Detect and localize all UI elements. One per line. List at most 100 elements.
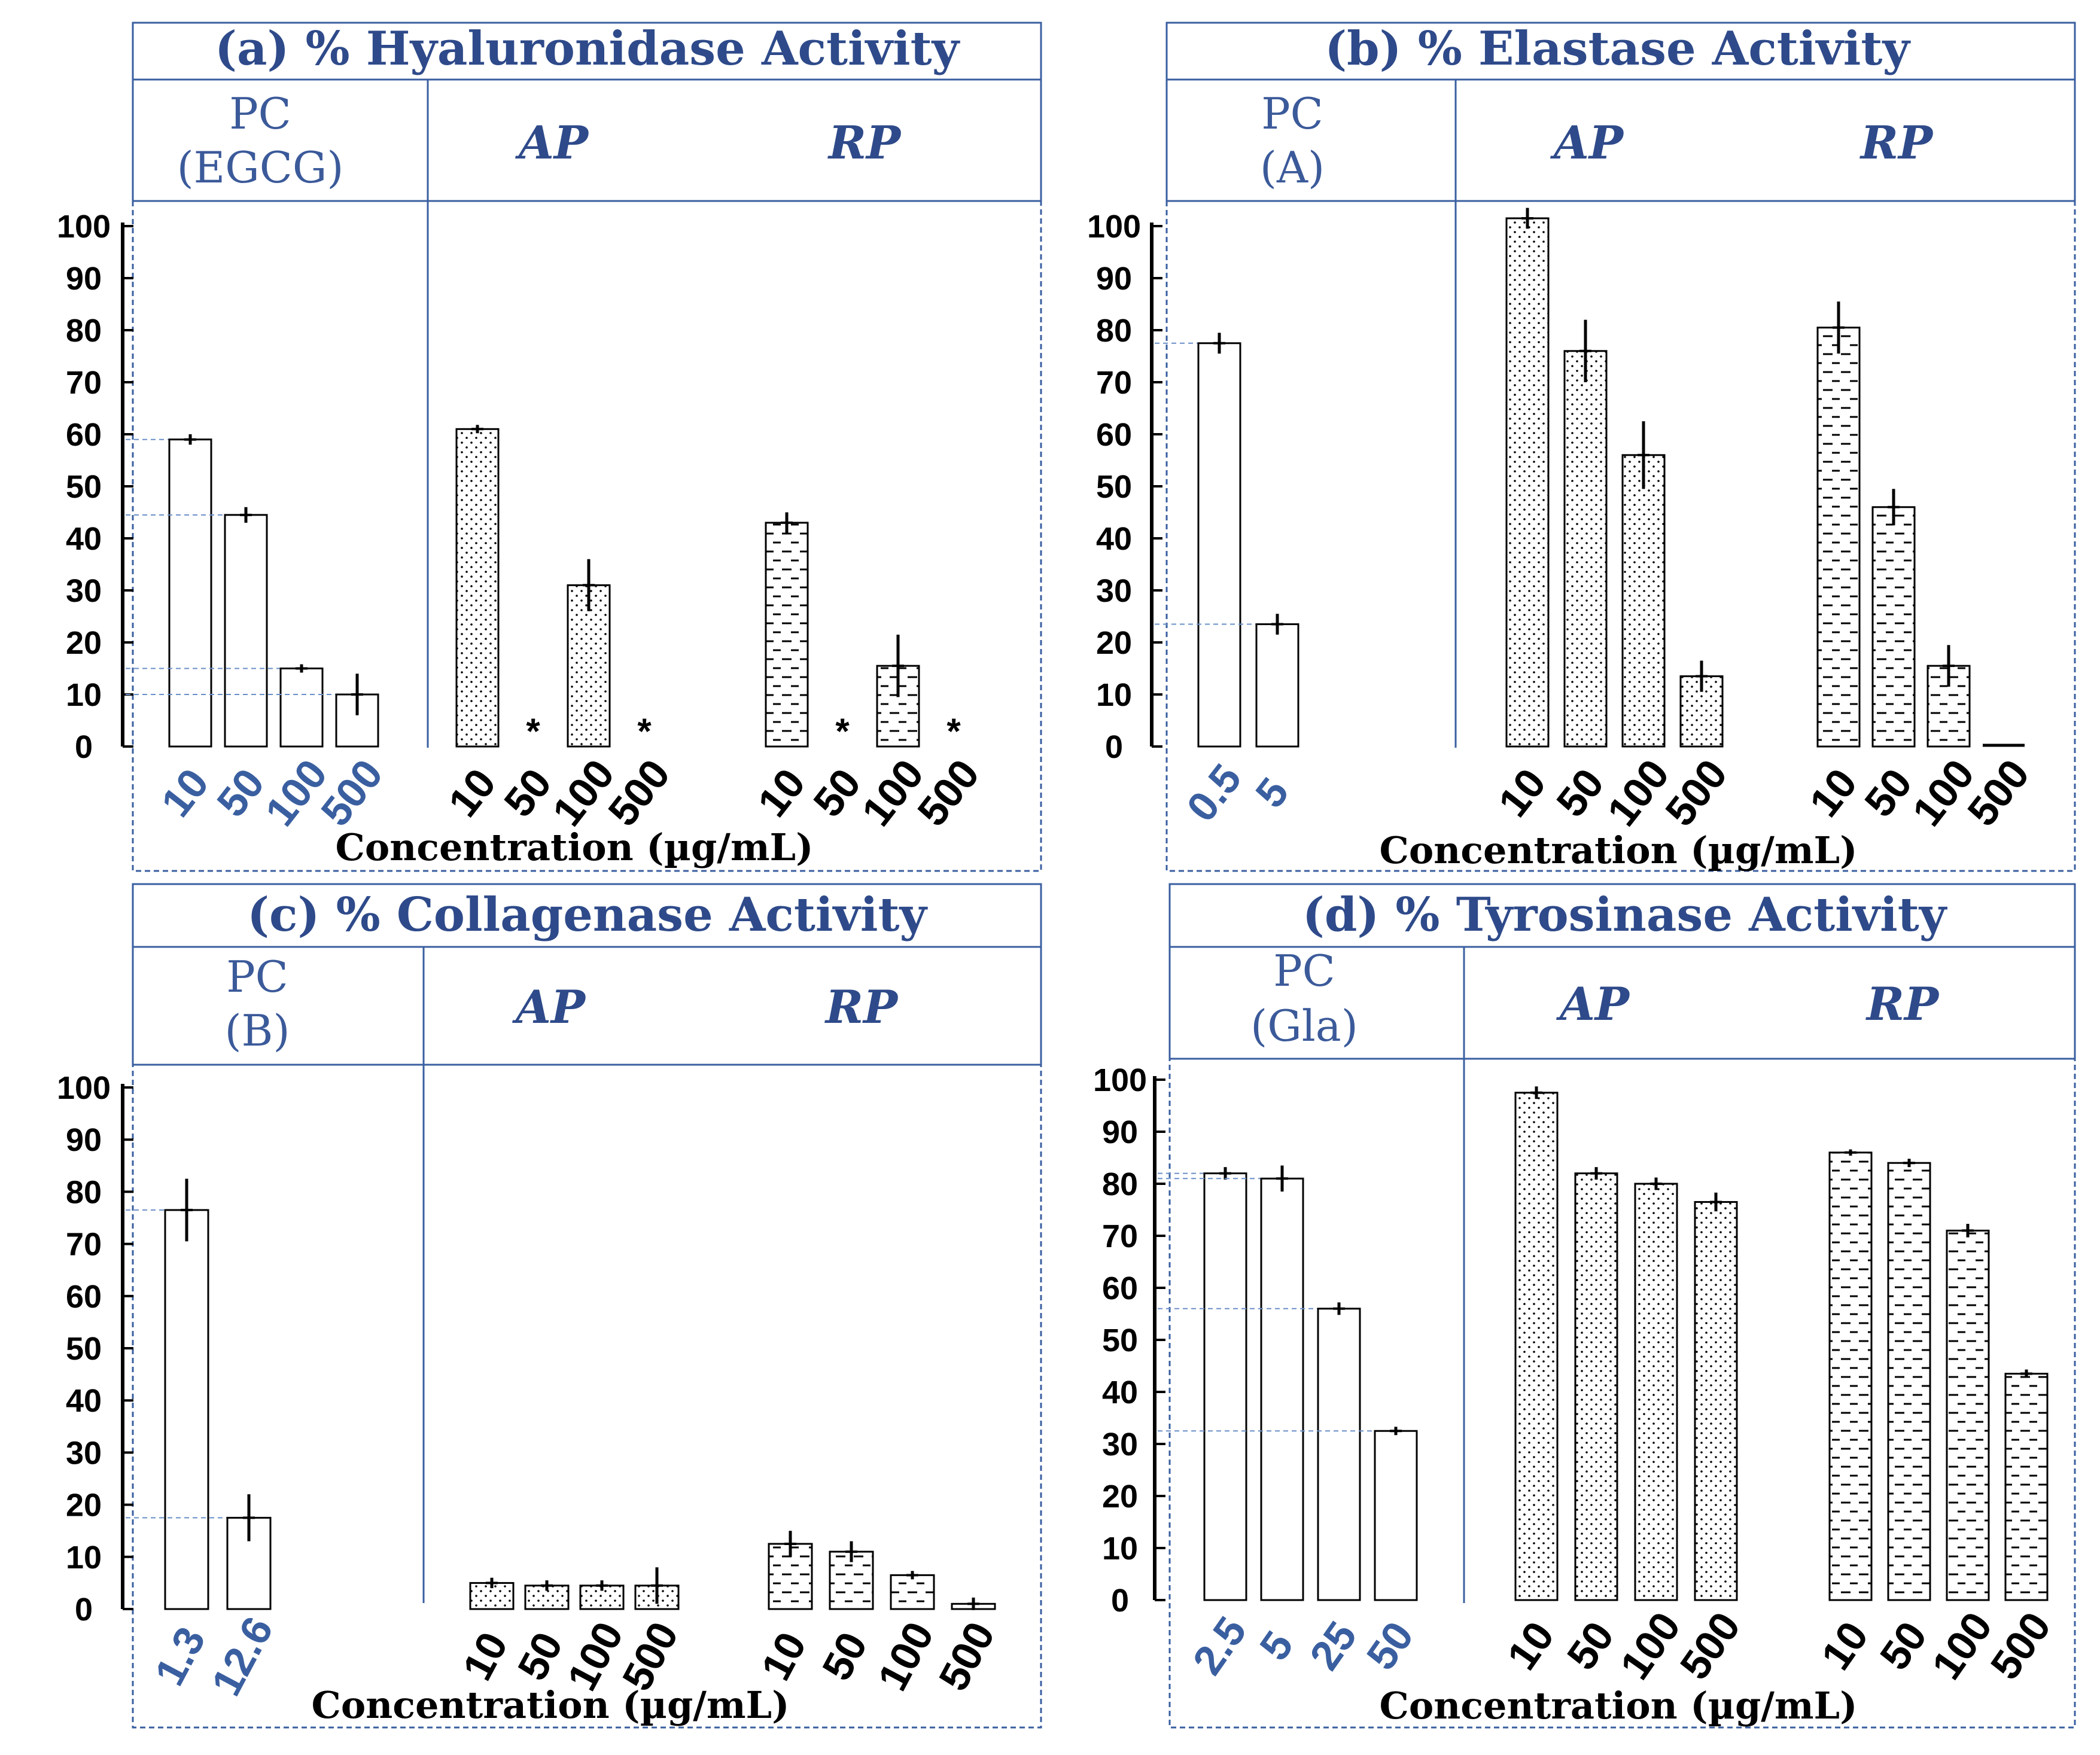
y-tick-label: 70	[66, 1227, 102, 1263]
bar	[168, 438, 212, 748]
y-tick-label: 10	[66, 677, 102, 713]
significance-marker: *	[946, 711, 961, 751]
x-tick-label: 500	[930, 1614, 1004, 1698]
y-tick-label: 0	[1105, 729, 1123, 765]
bar	[1260, 1177, 1304, 1601]
x-tick-label: 10	[1489, 760, 1554, 825]
panel-tyrosinase: (d) % Tyrosinase Activity PC (Gla) AP RP…	[1093, 883, 2076, 1729]
y-tick-label: 100	[57, 1070, 111, 1106]
x-tick-label: 500	[908, 751, 988, 834]
x-tick-label: 2.5	[1183, 1608, 1255, 1683]
y-tick-label: 100	[1087, 209, 1141, 245]
y-tick-label: 70	[1096, 365, 1132, 401]
y-tick-label: 30	[1102, 1427, 1138, 1462]
bar	[1926, 665, 1971, 748]
y-tick-label: 60	[1102, 1270, 1138, 1306]
bar	[1505, 217, 1550, 748]
y-tick-label: 50	[66, 469, 102, 505]
pc-sublabel: (A)	[1260, 142, 1325, 193]
panel-title: (d) % Tyrosinase Activity	[1302, 888, 1948, 942]
y-tick-label: 70	[66, 365, 102, 401]
bar	[1694, 1201, 1738, 1601]
y-tick-label: 50	[66, 1331, 102, 1367]
x-tick-label: 100	[869, 1614, 943, 1698]
x-tick-label: 50	[1871, 1613, 1936, 1678]
x-tick-label: 100	[1611, 1604, 1690, 1687]
pc-sublabel: (B)	[224, 1006, 290, 1056]
group-label-ap: AP	[515, 116, 589, 169]
significance-marker: *	[637, 711, 652, 751]
y-tick-label: 100	[1093, 1062, 1147, 1098]
x-tick-label: 10	[752, 1625, 815, 1687]
y-tick-label: 30	[66, 1435, 102, 1471]
y-tick-label: 90	[66, 1122, 102, 1158]
bar	[279, 668, 324, 748]
group-label-rp: RP	[824, 980, 899, 1034]
x-tick-label: 10	[1498, 1613, 1563, 1678]
group-label-rp: RP	[1859, 116, 1934, 169]
bar	[1563, 350, 1608, 748]
x-tick-label: 10	[439, 760, 504, 825]
panel-header-box	[1168, 946, 2076, 1060]
y-tick-label: 70	[1102, 1218, 1138, 1254]
y-tick-label: 20	[1096, 625, 1132, 661]
x-tick-label: 12.6	[202, 1609, 282, 1703]
y-tick-label: 80	[66, 1174, 102, 1210]
x-tick-label: 500	[1671, 1604, 1749, 1687]
panel-hyaluronidase: (a) % Hyaluronidase Activity PC (EGCG) A…	[57, 22, 1042, 872]
x-tick-label: 50	[1358, 1613, 1423, 1678]
x-axis-label: Concentration (µg/mL)	[1380, 1684, 1858, 1727]
y-tick-label: 60	[66, 1279, 102, 1315]
panel-title: (a) % Hyaluronidase Activity	[215, 22, 961, 76]
y-tick-label: 10	[1102, 1531, 1138, 1567]
bar	[1634, 1183, 1678, 1601]
x-tick-label: 10	[454, 1625, 516, 1687]
y-tick-label: 50	[1102, 1323, 1138, 1358]
x-tick-label: 500	[1656, 751, 1736, 834]
y-tick-label: 80	[66, 313, 102, 349]
x-tick-label: 10	[1812, 1613, 1877, 1678]
y-tick-label: 20	[1102, 1479, 1138, 1515]
y-tick-label: 20	[66, 1488, 102, 1524]
bar	[1621, 454, 1666, 748]
panel-header-box	[132, 946, 1042, 1066]
y-tick-label: 10	[66, 1540, 102, 1576]
y-tick-label: 80	[1102, 1166, 1138, 1202]
bar	[1514, 1092, 1559, 1601]
pc-sublabel: (EGCG)	[177, 142, 344, 193]
x-tick-label: 10	[748, 760, 814, 825]
group-label-ap: AP	[1556, 977, 1630, 1031]
y-tick-label: 40	[66, 521, 102, 557]
bar	[2004, 1373, 2049, 1601]
panel-title: (b) % Elastase Activity	[1325, 22, 1911, 76]
y-tick-label: 0	[75, 1592, 93, 1628]
bar	[1946, 1229, 1990, 1601]
y-tick-label: 40	[1096, 521, 1132, 557]
x-axis-label: Concentration (µg/mL)	[1380, 828, 1858, 872]
group-label-rp: RP	[827, 116, 902, 169]
bar	[224, 514, 268, 748]
bar	[567, 584, 611, 748]
bar	[455, 428, 500, 748]
pc-label: PC	[229, 89, 291, 139]
bar	[1871, 506, 1916, 748]
panel-collagenase: (c) % Collagenase Activity PC (B) AP RP …	[57, 883, 1042, 1729]
bar	[164, 1209, 209, 1610]
panel-title: (c) % Collagenase Activity	[247, 888, 928, 942]
y-tick-label: 10	[1096, 677, 1132, 713]
bar	[1816, 327, 1861, 748]
x-tick-label: 50	[1855, 760, 1921, 825]
x-tick-label: 5	[1250, 1623, 1302, 1669]
y-tick-label: 80	[1096, 313, 1132, 349]
x-tick-label: 50	[1558, 1613, 1623, 1678]
y-tick-label: 40	[66, 1383, 102, 1419]
x-tick-label: 10	[1800, 760, 1865, 825]
x-tick-label: 500	[1982, 1604, 2060, 1687]
x-axis-label: Concentration (µg/mL)	[312, 1683, 790, 1727]
significance-marker: *	[835, 711, 850, 751]
x-tick-label: 0.5	[1177, 755, 1250, 830]
